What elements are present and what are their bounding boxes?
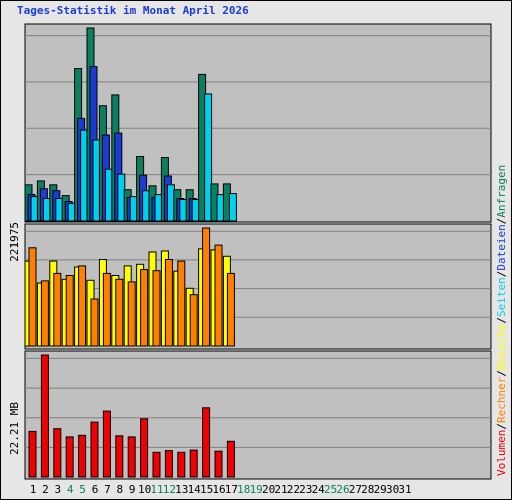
x-tick-label: 24 [312, 483, 326, 496]
bar-volumen-day-2 [40, 354, 49, 478]
x-tick-label: 25 [324, 483, 337, 496]
bar-volumen-day-5 [78, 434, 87, 478]
x-tick-label: 1 [30, 483, 37, 496]
x-tick-label: 12 [163, 483, 176, 496]
legend-entry-volumen: Volumen [495, 430, 508, 476]
x-tick-label: 20 [262, 483, 275, 496]
legend-entry-dateien: Dateien [495, 224, 508, 270]
bar-rechner-day-2 [40, 280, 49, 347]
bar-rechner-day-13 [177, 260, 186, 347]
legend-separator: / [495, 271, 508, 278]
legend-separator: / [495, 317, 508, 324]
x-tick-label: 19 [250, 483, 263, 496]
x-tick-label: 10 [138, 483, 151, 496]
x-tick-label: 4 [67, 483, 74, 496]
x-tick-label: 5 [79, 483, 86, 496]
chart-title: Tages-Statistik im Monat April 2026 [17, 4, 249, 17]
bar-rechner-day-1 [28, 247, 37, 347]
bar-rechner-day-15 [202, 227, 211, 347]
x-tick-label: 15 [200, 483, 213, 496]
x-tick-label: 30 [386, 483, 399, 496]
bar-volumen-day-1 [28, 430, 37, 478]
y-axis-max-label-middle: 221 [8, 242, 21, 262]
bar-volumen-day-11 [152, 451, 161, 478]
x-tick-label: 29 [374, 483, 387, 496]
x-tick-label: 6 [92, 483, 99, 496]
bar-volumen-day-7 [102, 410, 111, 478]
x-tick-label: 3 [54, 483, 61, 496]
x-tick-label: 16 [212, 483, 225, 496]
legend: Volumen/Rechner/Besuche/Seiten/Dateien/A… [495, 165, 508, 476]
x-tick-label: 17 [225, 483, 238, 496]
bar-volumen-day-13 [177, 451, 186, 478]
x-tick-label: 11 [150, 483, 163, 496]
x-tick-label: 22 [287, 483, 300, 496]
x-tick-label: 9 [129, 483, 136, 496]
x-tick-label: 27 [349, 483, 362, 496]
bar-volumen-day-4 [65, 436, 74, 478]
bar-rechner-day-7 [102, 272, 111, 347]
bar-rechner-day-8 [115, 278, 124, 347]
x-tick-label: 21 [274, 483, 287, 496]
bar-rechner-day-6 [90, 298, 99, 347]
bar-rechner-day-14 [189, 294, 198, 347]
bar-volumen-day-8 [115, 435, 124, 478]
bar-rechner-day-9 [127, 281, 136, 347]
panel-bottom-background [24, 350, 492, 480]
x-tick-label: 8 [116, 483, 123, 496]
bar-volumen-day-15 [202, 407, 211, 478]
bar-volumen-day-3 [53, 428, 62, 478]
y-axis-max-label-top: 1975 [8, 222, 21, 249]
x-tick-label: 31 [398, 483, 411, 496]
x-tick-label: 2 [42, 483, 49, 496]
legend-separator: / [495, 218, 508, 225]
legend-separator: / [495, 423, 508, 430]
bar-rechner-day-4 [65, 275, 74, 347]
bar-volumen-day-12 [164, 450, 173, 478]
bar-rechner-day-5 [78, 265, 87, 347]
bar-seiten-day-15 [204, 93, 213, 222]
bar-rechner-day-3 [53, 272, 62, 347]
x-tick-label: 28 [361, 483, 374, 496]
x-tick-label: 13 [175, 483, 188, 496]
legend-entry-seiten: Seiten [495, 277, 508, 317]
legend-entry-rechner: Rechner [495, 376, 508, 423]
bar-rechner-day-16 [214, 244, 223, 347]
x-tick-label: 18 [237, 483, 250, 496]
y-axis-max-label-bottom: 22.21 MB [8, 402, 21, 455]
bar-rechner-day-17 [226, 272, 235, 347]
bar-seiten-day-17 [228, 193, 237, 222]
bar-volumen-day-10 [140, 418, 149, 478]
bar-rechner-day-12 [164, 259, 173, 347]
x-tick-label: 14 [188, 483, 202, 496]
bar-volumen-day-6 [90, 421, 99, 478]
x-tick-label: 23 [299, 483, 312, 496]
bar-rechner-day-10 [140, 269, 149, 347]
bar-volumen-day-16 [214, 450, 223, 478]
bar-volumen-day-17 [226, 440, 235, 478]
legend-entry-besuche: Besuche [495, 324, 508, 370]
x-tick-label: 7 [104, 483, 111, 496]
bar-volumen-day-14 [189, 449, 198, 478]
legend-entry-anfragen: Anfragen [495, 165, 508, 218]
bar-rechner-day-11 [152, 270, 161, 347]
legend-separator: / [495, 370, 508, 377]
bar-volumen-day-9 [127, 436, 136, 478]
x-tick-label: 26 [336, 483, 349, 496]
